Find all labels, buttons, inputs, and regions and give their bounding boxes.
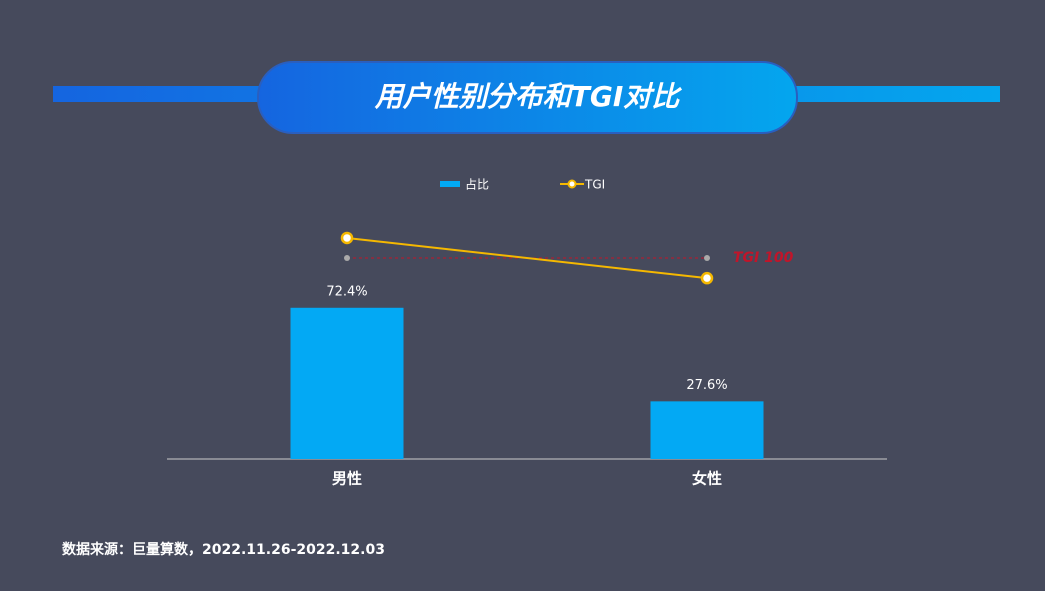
bar xyxy=(290,307,404,459)
reference-label: TGI 100 xyxy=(733,250,794,266)
legend-label: TGI xyxy=(584,178,605,192)
value-label: 27.6% xyxy=(686,378,727,393)
source: 数据来源：巨量算数，2022.11.26-2022.12.03 xyxy=(62,541,385,558)
value-label: 72.4% xyxy=(326,284,367,299)
reference-end xyxy=(344,255,350,262)
legend-marker xyxy=(567,179,577,189)
x-tick-label: 女性 xyxy=(692,470,722,488)
reference-end xyxy=(704,255,710,262)
line-point xyxy=(700,271,714,285)
bar xyxy=(650,401,764,459)
chart-title: 用户性别分布和TGI对比 xyxy=(374,80,683,113)
legend-label: 占比 xyxy=(465,177,489,192)
title-pill xyxy=(257,61,798,134)
legend-swatch xyxy=(440,181,460,187)
line-point xyxy=(340,231,354,245)
line xyxy=(346,236,708,280)
x-tick-label: 男性 xyxy=(332,470,362,488)
